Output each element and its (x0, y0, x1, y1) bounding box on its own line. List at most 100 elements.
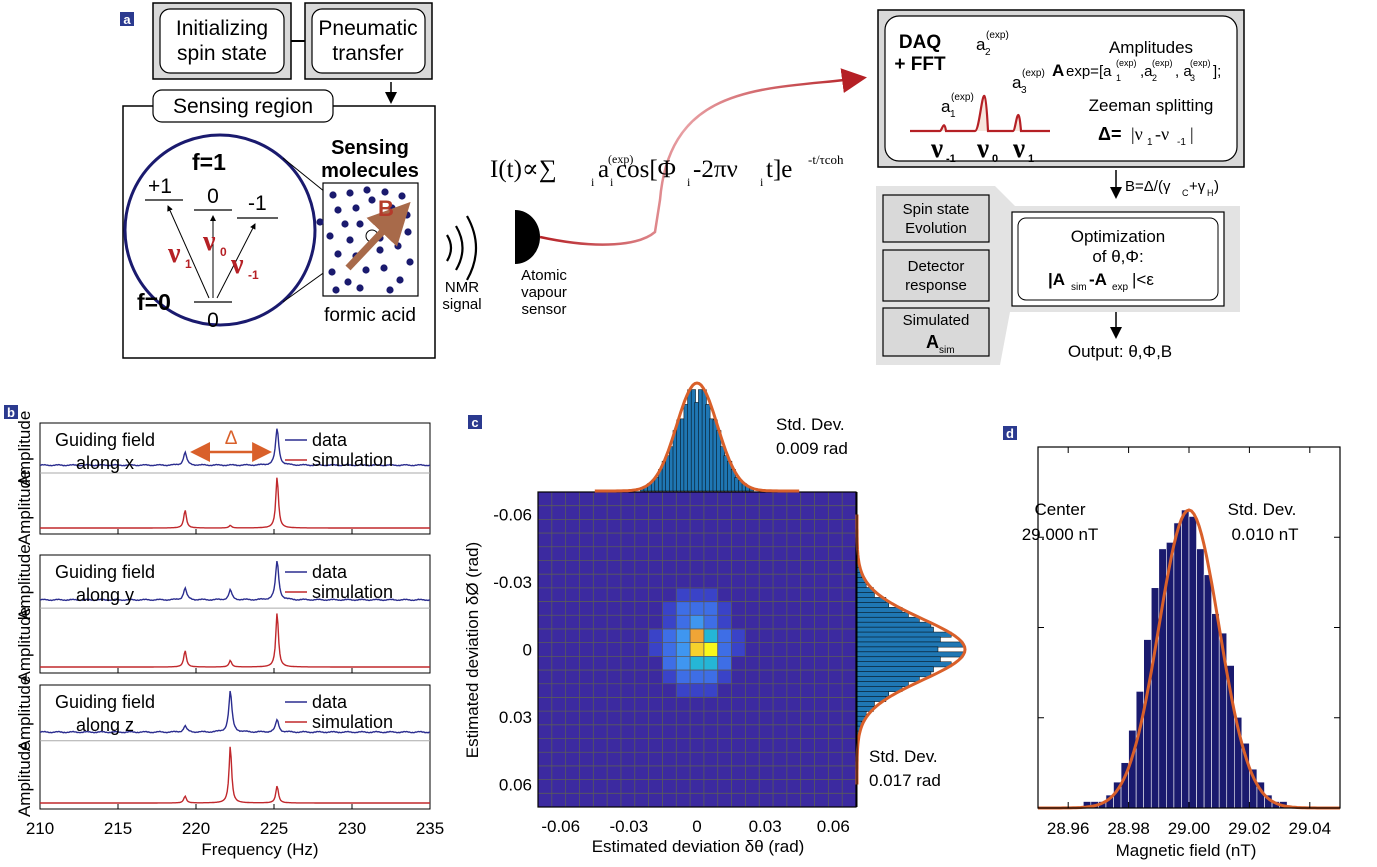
spectrum-frame (39, 422, 431, 535)
right-hist-bar (856, 651, 964, 658)
molecule-dot (316, 218, 324, 226)
optim-1: Optimization (1071, 227, 1165, 246)
heatmap-cell (690, 642, 704, 657)
right-hist-bar (856, 616, 920, 623)
x-tick-label: 29.04 (1289, 819, 1332, 838)
right-hist-bar (856, 602, 890, 608)
peak-a3-sub: 3 (1021, 85, 1027, 96)
amplitude-label-lower: Amplitude (15, 470, 34, 546)
A-sim-sub: sim (939, 345, 955, 356)
heatmap-cell (676, 602, 691, 616)
molecule-dot (404, 228, 412, 236)
molecule-dot (334, 206, 342, 214)
y-tick-label: 0.03 (499, 708, 532, 727)
level-minus1: -1 (248, 192, 267, 215)
zeeman-label: Zeeman splitting (1089, 96, 1214, 115)
molecule-dot (381, 188, 389, 196)
amplitude-label-upper: Amplitude (15, 411, 34, 487)
f0-label: f=0 (137, 289, 171, 315)
atomic-sensor-icon (515, 210, 540, 264)
x-tick-label: 0 (692, 817, 701, 836)
delta-def: Δ= (1098, 124, 1121, 144)
right-hist-bar (856, 646, 939, 653)
peak-nu-2: ν (976, 133, 989, 163)
y-tick-label: 0.06 (499, 776, 532, 795)
amp-sep-1: ,a (1140, 63, 1153, 80)
molecule-dot (334, 250, 342, 258)
heatmap-cell (703, 669, 718, 684)
histogram-bar (1203, 574, 1212, 809)
fft-spectrum (910, 94, 1050, 133)
nmr-wave-3 (466, 215, 477, 281)
panel-d-xlabel: Magnetic field (nT) (1116, 841, 1257, 860)
molecule-dot (368, 196, 376, 204)
delta-expr-end: | (1190, 124, 1194, 144)
heatmap-cell (662, 656, 677, 670)
std-right-2: 0.017 rad (869, 771, 941, 790)
panel-c-plot: -0.06 -0.03 0 0.03 0.06 -0.06 -0.03 0 0.03 0.06 (493, 381, 967, 836)
heatmap-cell (730, 642, 745, 657)
formic-acid-label: formic acid (324, 305, 416, 326)
heatmap-cell (662, 615, 677, 630)
eq-lhs: I(t)∝∑ (490, 156, 557, 183)
subplot-title-2: along z (76, 715, 134, 735)
heatmap-frame (537, 491, 857, 808)
histogram-bar (1211, 613, 1220, 809)
right-hist-bar (856, 666, 934, 673)
level-0-lower: 0 (207, 309, 219, 332)
right-hist-bar (856, 626, 934, 633)
delta-expr-mid: -ν (1155, 124, 1169, 144)
peak-a1: a (941, 97, 951, 116)
B-field-arrow (345, 201, 411, 271)
peak-a2-sub: 2 (985, 47, 991, 58)
sensing-region-tag (152, 89, 334, 123)
molecule-dot (329, 191, 337, 199)
delta-sub-1: 1 (1147, 137, 1153, 148)
x-tick-label: -0.06 (541, 817, 580, 836)
gaussian-fit (1038, 508, 1340, 810)
level-plus1: +1 (148, 175, 172, 198)
histogram-bar (1173, 522, 1182, 809)
data-trace (40, 560, 431, 602)
num1-label: ν (230, 249, 244, 280)
signal-equation: I(t)∝∑ i a i (exp) cos[Φ i -2πν i t]e -t… (490, 152, 844, 189)
molecule-dot (363, 186, 371, 194)
y-tick-label: -0.06 (493, 506, 532, 525)
molecule-dot (376, 246, 384, 254)
nmr-signal-2: signal (442, 296, 481, 313)
A-sim: A (926, 332, 939, 352)
x-tick-label: 215 (104, 819, 132, 838)
molecule-dot (346, 236, 354, 244)
amp-formula-A: A (1052, 61, 1064, 80)
amplitude-label-upper: Amplitude (15, 676, 34, 752)
eq-t: t]e (766, 156, 792, 183)
std-top-2: 0.009 rad (776, 439, 848, 458)
molecule-dot (380, 264, 388, 272)
amp-sub-1: 1 (1116, 73, 1121, 83)
x-tick-label: 29.02 (1228, 819, 1271, 838)
heatmap-cell (676, 629, 691, 643)
peak-a2-sup: (exp) (986, 30, 1009, 41)
eq-a-sup: (exp) (608, 152, 633, 166)
right-hist-bar (856, 582, 867, 588)
energy-level-circle (123, 133, 317, 327)
f1-label: f=1 (192, 149, 226, 175)
heatmap-cell (662, 602, 677, 616)
amplitudes-label: Amplitudes (1109, 38, 1193, 57)
right-hist-bar (856, 631, 952, 638)
peak-nu-1-sub: -1 (946, 153, 956, 165)
num1-sub: -1 (248, 268, 259, 282)
eq-sum-sub: i (591, 175, 595, 189)
daq-box-inner (884, 15, 1238, 162)
legend-sim-label: simulation (312, 582, 393, 602)
right-gaussian-fit (855, 514, 967, 785)
simulation-trace (40, 746, 430, 804)
std-d-1: Std. Dev. (1228, 500, 1297, 519)
peak-a1-sub: 1 (950, 109, 956, 120)
heatmap-cell (730, 629, 745, 643)
amp-sup-1: (exp) (1116, 58, 1137, 68)
eq-mid: -2πν (693, 156, 738, 183)
peak-nu-2-sub: 0 (992, 153, 998, 165)
heatmap-cell (690, 602, 704, 616)
amp-sup-3: (exp) (1190, 58, 1211, 68)
